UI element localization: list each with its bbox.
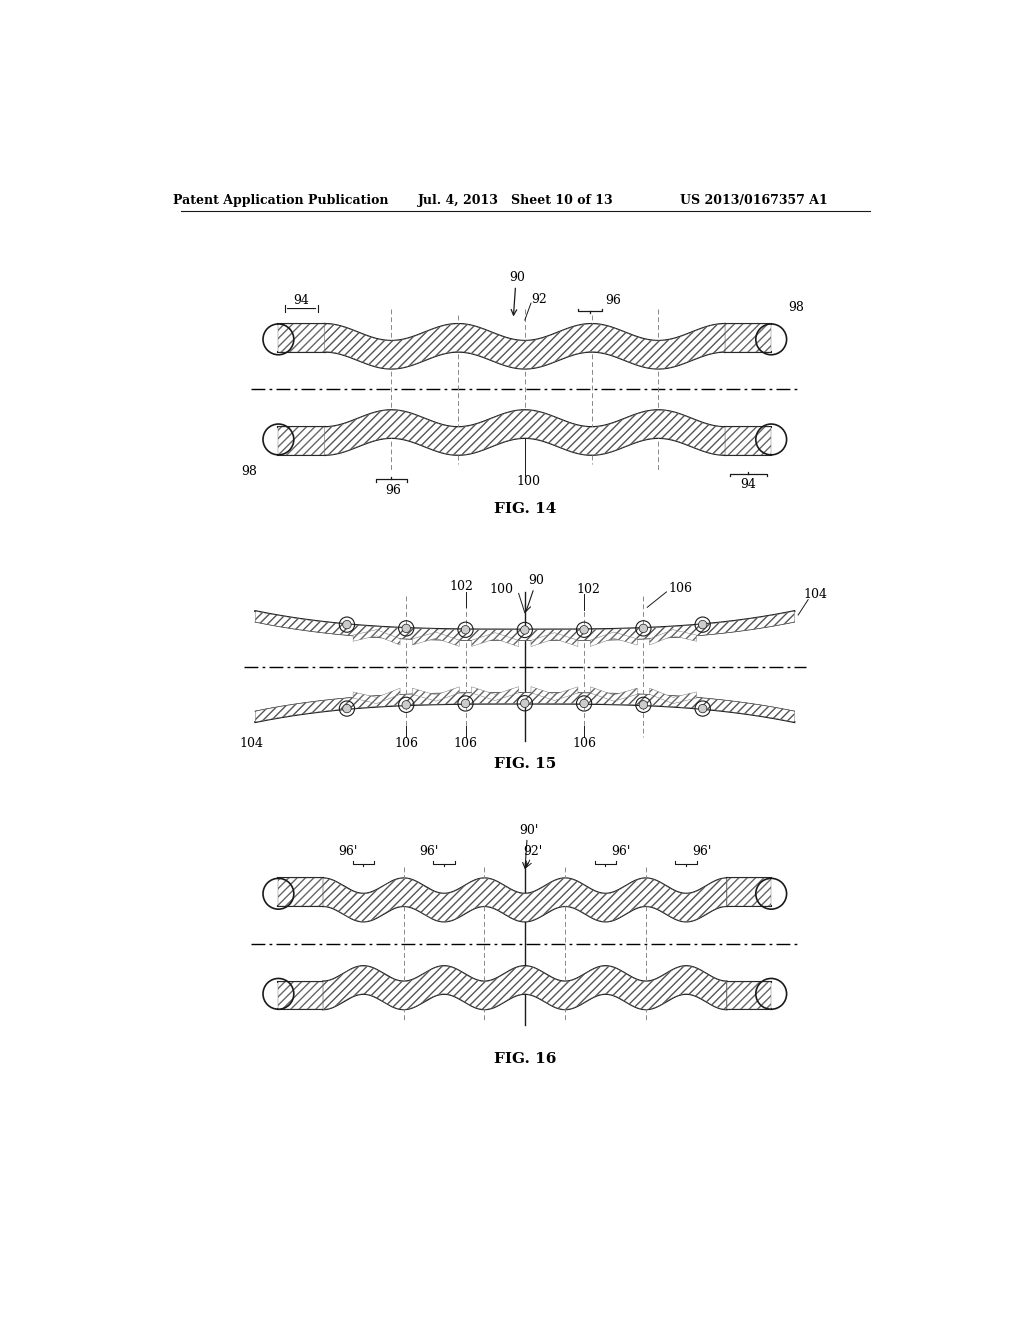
Ellipse shape bbox=[639, 701, 647, 709]
Text: 98: 98 bbox=[787, 301, 804, 314]
Polygon shape bbox=[472, 686, 518, 701]
Ellipse shape bbox=[402, 624, 411, 632]
Polygon shape bbox=[325, 411, 725, 455]
Text: 96': 96' bbox=[338, 845, 357, 858]
Text: 100: 100 bbox=[517, 475, 541, 488]
Text: 96': 96' bbox=[419, 845, 438, 858]
Text: 104: 104 bbox=[804, 587, 827, 601]
Text: 92': 92' bbox=[523, 845, 542, 858]
Ellipse shape bbox=[402, 701, 411, 709]
Polygon shape bbox=[413, 632, 460, 647]
Polygon shape bbox=[649, 688, 696, 704]
Text: 96: 96 bbox=[605, 294, 621, 308]
Text: US 2013/0167357 A1: US 2013/0167357 A1 bbox=[680, 194, 828, 207]
Text: 102: 102 bbox=[577, 583, 600, 597]
Bar bbox=[279, 982, 323, 1010]
Ellipse shape bbox=[580, 700, 589, 708]
Polygon shape bbox=[590, 632, 637, 647]
Text: 96': 96' bbox=[692, 845, 712, 858]
Text: 90: 90 bbox=[528, 574, 545, 587]
Ellipse shape bbox=[343, 705, 351, 713]
Ellipse shape bbox=[639, 624, 647, 632]
Polygon shape bbox=[325, 323, 725, 368]
Polygon shape bbox=[531, 632, 578, 647]
Text: Jul. 4, 2013   Sheet 10 of 13: Jul. 4, 2013 Sheet 10 of 13 bbox=[418, 194, 613, 207]
Polygon shape bbox=[323, 878, 727, 921]
Polygon shape bbox=[353, 630, 400, 645]
Ellipse shape bbox=[520, 626, 529, 634]
Polygon shape bbox=[472, 632, 518, 647]
Bar bbox=[279, 878, 323, 906]
Text: 106: 106 bbox=[394, 737, 418, 750]
Text: 100: 100 bbox=[489, 583, 514, 597]
Polygon shape bbox=[531, 686, 578, 701]
Bar bbox=[725, 323, 771, 351]
Text: 98: 98 bbox=[242, 465, 257, 478]
Text: 106: 106 bbox=[669, 582, 692, 594]
Text: FIG. 14: FIG. 14 bbox=[494, 502, 556, 516]
Text: 96': 96' bbox=[611, 845, 631, 858]
Bar bbox=[279, 428, 325, 455]
Bar bbox=[725, 428, 771, 455]
Ellipse shape bbox=[343, 620, 351, 628]
Bar bbox=[727, 878, 771, 906]
Text: Patent Application Publication: Patent Application Publication bbox=[173, 194, 388, 207]
Bar bbox=[279, 323, 325, 351]
Text: FIG. 16: FIG. 16 bbox=[494, 1052, 556, 1067]
Polygon shape bbox=[255, 611, 795, 640]
Polygon shape bbox=[649, 630, 696, 645]
Text: 104: 104 bbox=[240, 737, 263, 750]
Text: 96: 96 bbox=[385, 483, 400, 496]
Text: 90': 90' bbox=[519, 824, 539, 837]
Ellipse shape bbox=[461, 626, 470, 634]
Polygon shape bbox=[255, 693, 795, 722]
Polygon shape bbox=[413, 686, 460, 701]
Text: 94: 94 bbox=[740, 478, 756, 491]
Text: 106: 106 bbox=[454, 737, 477, 750]
Text: 90: 90 bbox=[509, 271, 525, 284]
Ellipse shape bbox=[461, 700, 470, 708]
Ellipse shape bbox=[580, 626, 589, 634]
Ellipse shape bbox=[698, 705, 707, 713]
Bar bbox=[727, 982, 771, 1010]
Text: 94: 94 bbox=[294, 294, 309, 308]
Text: FIG. 15: FIG. 15 bbox=[494, 758, 556, 771]
Text: 92: 92 bbox=[530, 293, 547, 306]
Polygon shape bbox=[353, 688, 400, 704]
Text: 102: 102 bbox=[450, 579, 473, 593]
Ellipse shape bbox=[520, 700, 529, 708]
Polygon shape bbox=[323, 966, 727, 1010]
Text: 106: 106 bbox=[572, 737, 596, 750]
Ellipse shape bbox=[698, 620, 707, 628]
Polygon shape bbox=[590, 686, 637, 701]
